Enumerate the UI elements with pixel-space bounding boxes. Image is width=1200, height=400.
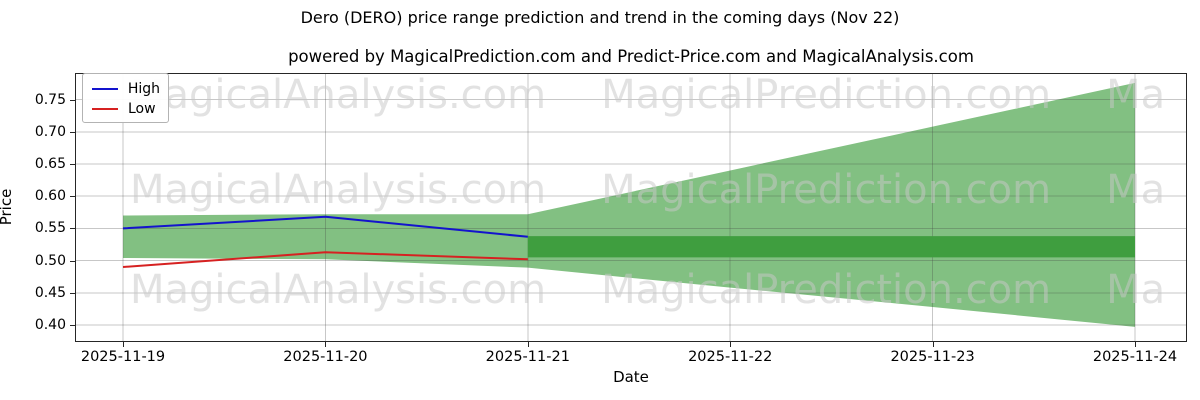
xtick-mark: [325, 342, 327, 347]
low-line-sample: [92, 108, 118, 110]
chart-canvas: [75, 73, 1187, 342]
prediction-range-band: [123, 82, 1136, 327]
ytick-mark: [70, 99, 75, 101]
plot-area: MagicalAnalysis.com MagicalPrediction.com…: [75, 72, 1187, 342]
chart-title: Dero (DERO) price range prediction and t…: [300, 8, 900, 27]
xtick-mark: [1135, 342, 1136, 347]
ytick-0.65: 0.65: [34, 155, 66, 172]
xtick-mark: [730, 342, 732, 347]
ytick-0.75: 0.75: [34, 91, 66, 108]
ytick-0.70: 0.70: [34, 123, 66, 140]
legend-label-high: High: [127, 81, 160, 97]
ytick-0.55: 0.55: [34, 220, 66, 237]
plot-border: [75, 73, 1187, 342]
xtick-mark: [123, 342, 124, 347]
ytick-mark: [70, 131, 75, 133]
low-line: [122, 251, 528, 269]
legend-item-low: Low: [92, 99, 160, 119]
ytick-mark: [70, 228, 75, 230]
xtick-2025-11-24: 2025-11-24: [1092, 349, 1178, 365]
ytick-mark: [70, 260, 75, 262]
xtick-mark: [932, 342, 934, 347]
ytick-mark: [70, 163, 75, 165]
chart-subtitle: powered by MagicalPrediction.com and Pre…: [288, 47, 974, 66]
xtick-2025-11-22: 2025-11-22: [688, 349, 773, 365]
legend-item-high: High: [92, 79, 160, 99]
xtick-2025-11-19: 2025-11-19: [80, 349, 166, 365]
legend: High Low: [82, 73, 169, 123]
ytick-0.50: 0.50: [34, 252, 66, 269]
x-axis-label: Date: [613, 368, 649, 386]
high-line-sample: [92, 88, 118, 90]
xtick-2025-11-21: 2025-11-21: [485, 349, 570, 365]
ytick-mark: [70, 324, 75, 326]
legend-label-low: Low: [128, 101, 156, 117]
ytick-mark: [70, 196, 75, 198]
xtick-mark: [527, 342, 529, 347]
ytick-0.45: 0.45: [34, 284, 66, 301]
xtick-2025-11-20: 2025-11-20: [283, 349, 368, 365]
xtick-2025-11-23: 2025-11-23: [890, 349, 975, 365]
ytick-0.60: 0.60: [34, 188, 66, 205]
trend-band: [527, 236, 1136, 258]
ytick-0.40: 0.40: [34, 316, 66, 333]
ytick-mark: [70, 292, 75, 294]
high-line: [122, 215, 528, 238]
